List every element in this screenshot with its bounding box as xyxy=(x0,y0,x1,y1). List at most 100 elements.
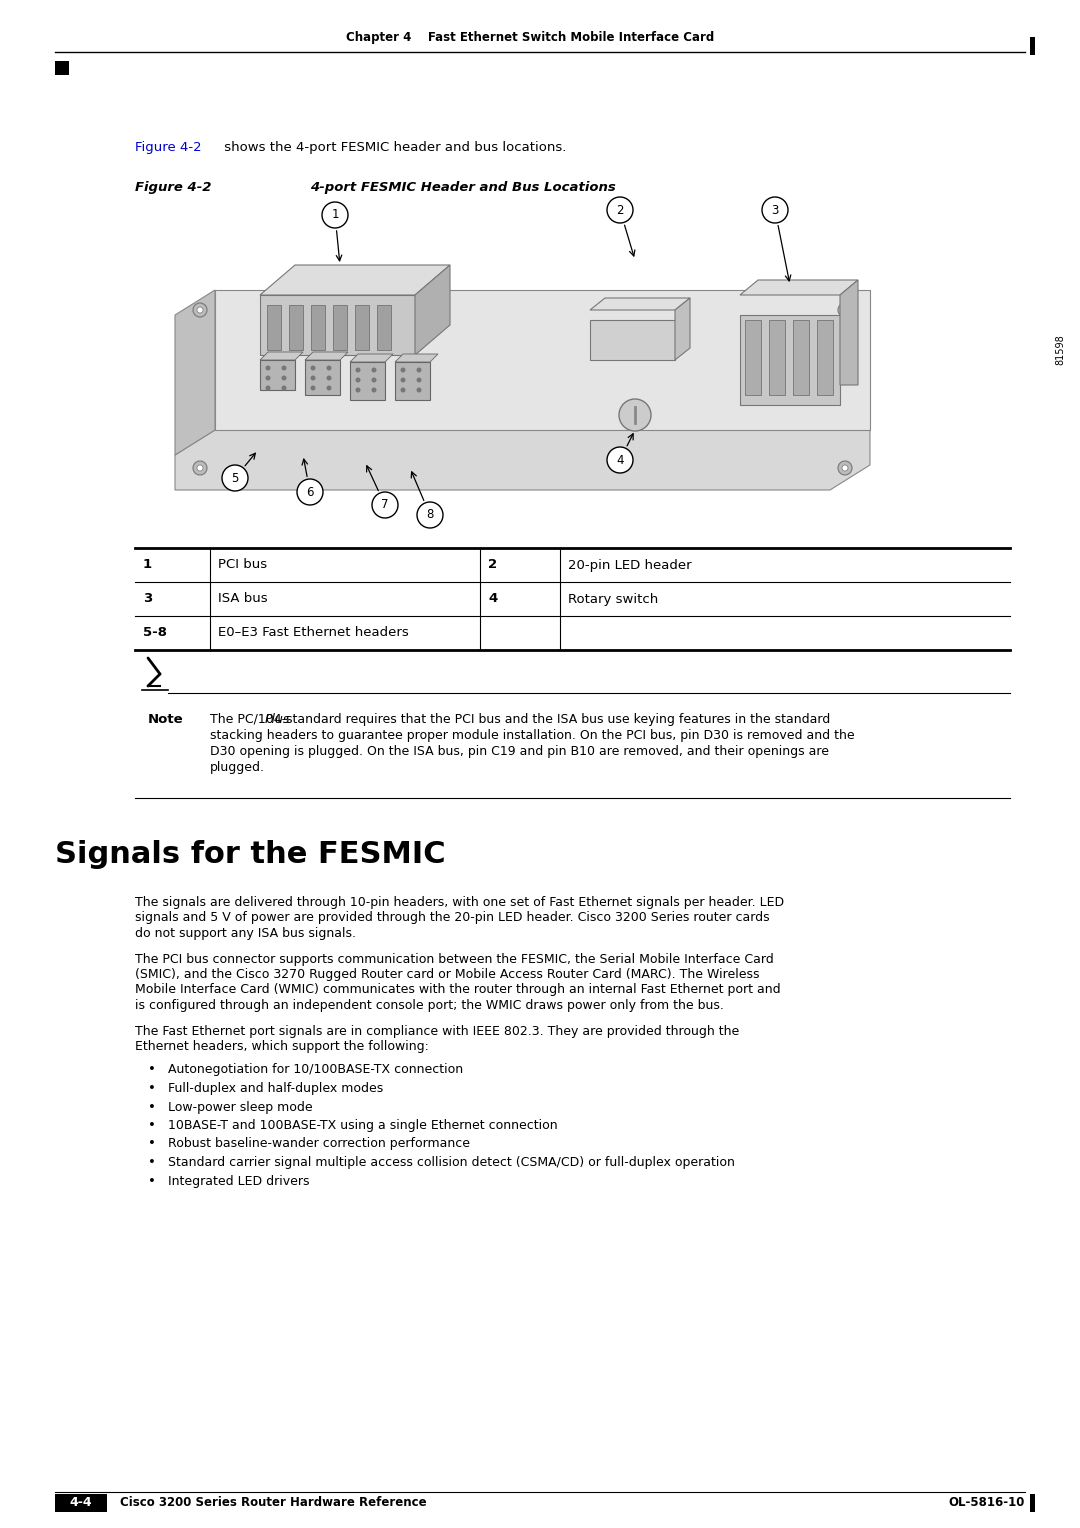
Circle shape xyxy=(355,368,361,373)
Circle shape xyxy=(193,303,207,316)
Polygon shape xyxy=(260,351,303,361)
Circle shape xyxy=(417,388,421,393)
Bar xyxy=(769,319,785,396)
Bar xyxy=(267,306,281,350)
Text: 4: 4 xyxy=(488,593,497,605)
Text: The PC/104-: The PC/104- xyxy=(210,714,286,726)
Text: is configured through an independent console port; the WMIC draws power only fro: is configured through an independent con… xyxy=(135,999,724,1012)
Text: Cisco 3200 Series Router Hardware Reference: Cisco 3200 Series Router Hardware Refere… xyxy=(120,1496,427,1508)
Bar xyxy=(1030,37,1035,55)
Polygon shape xyxy=(350,354,393,362)
Circle shape xyxy=(197,465,203,471)
Polygon shape xyxy=(840,280,858,385)
Text: Full-duplex and half-duplex modes: Full-duplex and half-duplex modes xyxy=(168,1082,383,1096)
Polygon shape xyxy=(415,264,450,354)
Bar xyxy=(260,361,295,390)
Text: •: • xyxy=(148,1137,156,1151)
Text: E0–E3 Fast Ethernet headers: E0–E3 Fast Ethernet headers xyxy=(218,626,408,640)
Polygon shape xyxy=(260,264,450,295)
Text: 2: 2 xyxy=(488,559,497,571)
Circle shape xyxy=(311,365,315,370)
Text: Figure 4-2: Figure 4-2 xyxy=(135,180,212,194)
Bar xyxy=(333,306,347,350)
Bar xyxy=(395,362,430,400)
Circle shape xyxy=(282,385,286,391)
Circle shape xyxy=(401,368,405,373)
Bar xyxy=(260,295,415,354)
Text: stacking headers to guarantee proper module installation. On the PCI bus, pin D3: stacking headers to guarantee proper mod… xyxy=(210,729,854,743)
Bar xyxy=(305,361,340,396)
Circle shape xyxy=(326,376,332,380)
Text: 81598: 81598 xyxy=(1055,335,1065,365)
Text: (SMIC), and the Cisco 3270 Rugged Router card or Mobile Access Router Card (MARC: (SMIC), and the Cisco 3270 Rugged Router… xyxy=(135,969,759,981)
Circle shape xyxy=(222,465,248,490)
Circle shape xyxy=(326,385,332,391)
Circle shape xyxy=(401,377,405,382)
Text: •: • xyxy=(148,1100,156,1114)
Polygon shape xyxy=(305,351,348,361)
Text: •: • xyxy=(148,1063,156,1077)
Circle shape xyxy=(607,197,633,223)
Circle shape xyxy=(607,448,633,474)
Bar xyxy=(740,315,840,405)
Circle shape xyxy=(266,376,270,380)
Text: PCI bus: PCI bus xyxy=(218,559,267,571)
Text: The signals are delivered through 10-pin headers, with one set of Fast Ethernet : The signals are delivered through 10-pin… xyxy=(135,895,784,909)
Circle shape xyxy=(311,376,315,380)
Circle shape xyxy=(326,365,332,370)
Bar xyxy=(793,319,809,396)
Text: 3: 3 xyxy=(143,593,152,605)
Text: The PCI bus connector supports communication between the FESMIC, the Serial Mobi: The PCI bus connector supports communica… xyxy=(135,952,773,966)
Text: •: • xyxy=(148,1118,156,1132)
Text: do not support any ISA bus signals.: do not support any ISA bus signals. xyxy=(135,927,356,940)
Text: Chapter 4    Fast Ethernet Switch Mobile Interface Card: Chapter 4 Fast Ethernet Switch Mobile In… xyxy=(346,32,714,44)
Circle shape xyxy=(197,307,203,313)
Text: Ethernet headers, which support the following:: Ethernet headers, which support the foll… xyxy=(135,1041,429,1053)
Text: Low-power sleep mode: Low-power sleep mode xyxy=(168,1100,312,1114)
Text: 5: 5 xyxy=(231,472,239,484)
Text: Figure 4-2: Figure 4-2 xyxy=(135,142,202,154)
Text: 2: 2 xyxy=(617,203,624,217)
Text: Robust baseline-wander correction performance: Robust baseline-wander correction perfor… xyxy=(168,1137,470,1151)
Text: Mobile Interface Card (WMIC) communicates with the router through an internal Fa: Mobile Interface Card (WMIC) communicate… xyxy=(135,984,781,996)
Polygon shape xyxy=(395,354,438,362)
Text: 8: 8 xyxy=(427,509,434,521)
Text: 4: 4 xyxy=(617,454,624,466)
Polygon shape xyxy=(175,290,215,455)
Bar xyxy=(377,306,391,350)
Text: signals and 5 V of power are provided through the 20-pin LED header. Cisco 3200 : signals and 5 V of power are provided th… xyxy=(135,912,770,924)
Bar xyxy=(1030,1494,1035,1513)
Circle shape xyxy=(266,385,270,391)
Text: Signals for the FESMIC: Signals for the FESMIC xyxy=(55,840,446,869)
Circle shape xyxy=(842,465,848,471)
Circle shape xyxy=(282,376,286,380)
Text: 5-8: 5-8 xyxy=(143,626,167,640)
Text: plugged.: plugged. xyxy=(210,761,265,775)
Polygon shape xyxy=(590,298,690,310)
Text: 20-pin LED header: 20-pin LED header xyxy=(568,559,691,571)
Text: •: • xyxy=(148,1175,156,1187)
Text: Note: Note xyxy=(148,714,184,726)
Circle shape xyxy=(355,377,361,382)
Circle shape xyxy=(297,478,323,504)
Bar xyxy=(355,306,369,350)
Polygon shape xyxy=(175,429,870,490)
Circle shape xyxy=(417,368,421,373)
Circle shape xyxy=(838,303,852,316)
Text: Autonegotiation for 10/100BASE-TX connection: Autonegotiation for 10/100BASE-TX connec… xyxy=(168,1063,463,1077)
Text: shows the 4-port FESMIC header and bus locations.: shows the 4-port FESMIC header and bus l… xyxy=(220,142,566,154)
Text: D30 opening is plugged. On the ISA bus, pin C19 and pin B10 are removed, and the: D30 opening is plugged. On the ISA bus, … xyxy=(210,746,829,758)
Circle shape xyxy=(417,377,421,382)
Circle shape xyxy=(762,197,788,223)
Text: Plus: Plus xyxy=(265,714,289,726)
Bar xyxy=(590,319,675,361)
Circle shape xyxy=(372,492,399,518)
Text: 3: 3 xyxy=(771,203,779,217)
Text: 10BASE-T and 100BASE-TX using a single Ethernet connection: 10BASE-T and 100BASE-TX using a single E… xyxy=(168,1118,557,1132)
Circle shape xyxy=(619,399,651,431)
Polygon shape xyxy=(675,298,690,361)
Bar xyxy=(289,306,303,350)
Text: 6: 6 xyxy=(307,486,314,498)
Circle shape xyxy=(372,368,377,373)
Text: Standard carrier signal multiple access collision detect (CSMA/CD) or full-duple: Standard carrier signal multiple access … xyxy=(168,1157,734,1169)
